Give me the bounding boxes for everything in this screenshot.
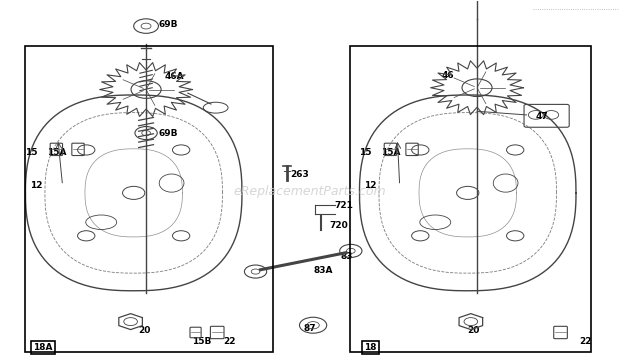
Text: 47: 47 — [536, 112, 549, 121]
Text: 721: 721 — [335, 201, 353, 210]
Text: 12: 12 — [30, 181, 43, 190]
Bar — [25, 46, 273, 352]
Text: 22: 22 — [579, 337, 591, 346]
Text: 263: 263 — [290, 170, 309, 179]
Text: 15: 15 — [360, 149, 372, 158]
Text: 22: 22 — [223, 337, 236, 346]
Text: 46: 46 — [441, 71, 454, 79]
Text: 46A: 46A — [165, 72, 184, 81]
Text: 15A: 15A — [47, 149, 66, 158]
Text: 83: 83 — [341, 252, 353, 261]
Text: 18: 18 — [365, 343, 377, 352]
Text: 12: 12 — [365, 181, 377, 190]
Text: 20: 20 — [138, 326, 151, 335]
Text: 15A: 15A — [381, 149, 401, 158]
Bar — [350, 46, 591, 352]
Text: 15B: 15B — [192, 337, 212, 346]
Text: 20: 20 — [467, 326, 480, 335]
Text: 69B: 69B — [159, 128, 178, 138]
Text: 69B: 69B — [159, 20, 178, 29]
Text: 18A: 18A — [33, 343, 52, 352]
Text: 720: 720 — [330, 221, 348, 230]
Text: 15: 15 — [25, 149, 38, 158]
Text: eReplacementParts.com: eReplacementParts.com — [234, 185, 386, 198]
Text: 83A: 83A — [313, 266, 332, 275]
Text: 87: 87 — [304, 324, 316, 333]
